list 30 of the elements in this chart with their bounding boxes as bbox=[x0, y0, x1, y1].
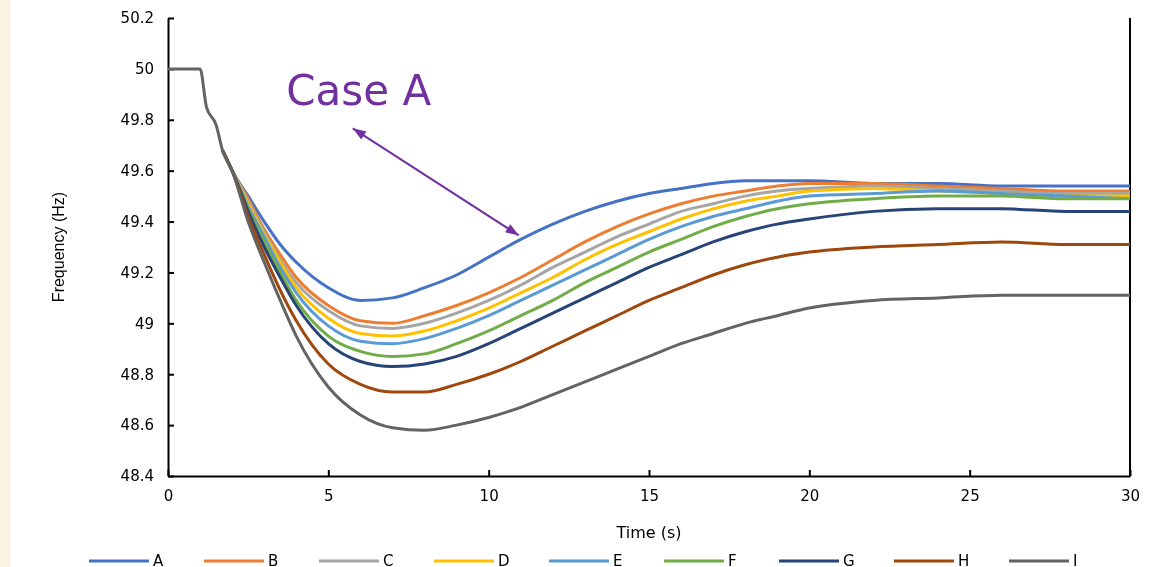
y-tick-label: 48.4 bbox=[120, 467, 154, 486]
legend-label: H bbox=[958, 552, 970, 567]
legend-label: A bbox=[153, 552, 164, 567]
x-tick-label: 15 bbox=[639, 486, 660, 505]
y-tick-label: 49.6 bbox=[120, 161, 154, 180]
y-tick-label: 50 bbox=[134, 60, 154, 79]
line-series bbox=[166, 67, 1132, 432]
x-tick-label: 0 bbox=[163, 486, 174, 505]
x-tick-label: 30 bbox=[1120, 486, 1141, 505]
y-tick-label: 49.2 bbox=[120, 263, 154, 282]
y-axis-title: Frequency (Hz) bbox=[50, 191, 67, 303]
legend-label: I bbox=[1073, 552, 1078, 567]
y-tick-label: 50.2 bbox=[120, 9, 154, 28]
y-tick-label: 49.4 bbox=[120, 212, 154, 231]
x-tick-label: 20 bbox=[800, 486, 820, 505]
legend-label: E bbox=[613, 552, 623, 567]
legend-label: C bbox=[383, 552, 394, 567]
x-tick-label: 5 bbox=[324, 486, 334, 505]
annotation: Case A bbox=[286, 66, 432, 116]
y-tick-label: 49 bbox=[134, 314, 154, 333]
legend-label: F bbox=[728, 552, 737, 567]
y-tick-label: 48.6 bbox=[120, 416, 154, 435]
legend-label: B bbox=[268, 552, 279, 567]
x-tick-label: 25 bbox=[960, 486, 980, 505]
x-axis-title: Time (s) bbox=[615, 523, 682, 542]
legend-label: G bbox=[843, 552, 855, 567]
y-tick-label: 49.8 bbox=[120, 111, 154, 130]
y-tick-label: 48.8 bbox=[120, 365, 154, 384]
legend-label: D bbox=[498, 552, 510, 567]
x-tick-label: 10 bbox=[479, 486, 499, 505]
